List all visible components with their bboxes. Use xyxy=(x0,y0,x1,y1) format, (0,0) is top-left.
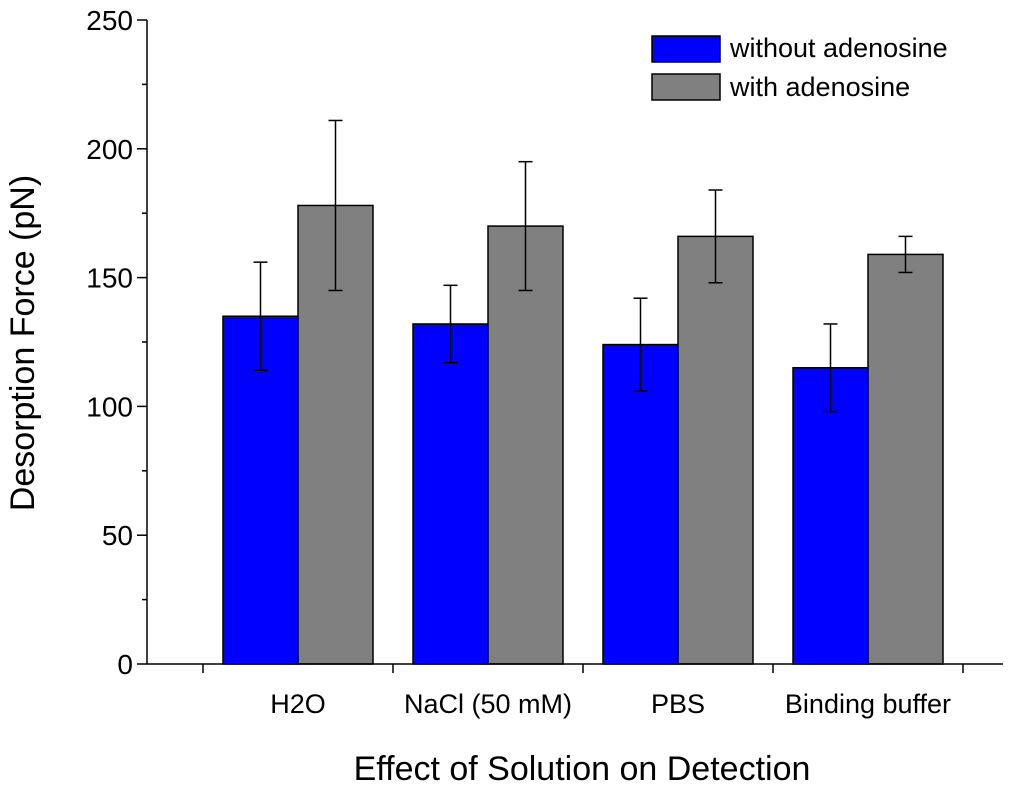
y-tick-label: 200 xyxy=(86,134,133,165)
y-tick-label: 0 xyxy=(117,649,133,680)
y-tick-label: 250 xyxy=(86,5,133,36)
x-tick-label: H2O xyxy=(270,689,326,719)
legend-swatch-without-adenosine xyxy=(651,35,721,63)
x-tick-label: NaCl (50 mM) xyxy=(404,689,572,719)
bars-layer xyxy=(222,204,944,665)
error-bars-layer xyxy=(253,119,913,413)
x-tick-label: Binding buffer xyxy=(785,689,951,719)
bar xyxy=(602,343,679,665)
legend: without adenosine with adenosine xyxy=(651,33,948,102)
y-tick-label: 50 xyxy=(102,520,133,551)
y-tick-label: 100 xyxy=(86,391,133,422)
legend-label-without-adenosine: without adenosine xyxy=(729,33,948,63)
bar xyxy=(412,323,489,665)
bar xyxy=(222,315,299,665)
bar xyxy=(867,253,944,665)
bar xyxy=(487,225,564,665)
bar xyxy=(677,235,754,665)
ticks-layer: H2O NaCl (50 mM) PBS Binding buffer 0 50 100 15… xyxy=(86,5,964,719)
x-axis-label: Effect of Solution on Detection xyxy=(354,750,811,788)
y-axis-label: Desorption Force (pN) xyxy=(4,175,42,511)
legend-swatch-with-adenosine xyxy=(651,73,721,101)
y-tick-label: 150 xyxy=(86,263,133,294)
legend-label-with-adenosine: with adenosine xyxy=(729,72,910,102)
x-tick-label: PBS xyxy=(651,689,705,719)
